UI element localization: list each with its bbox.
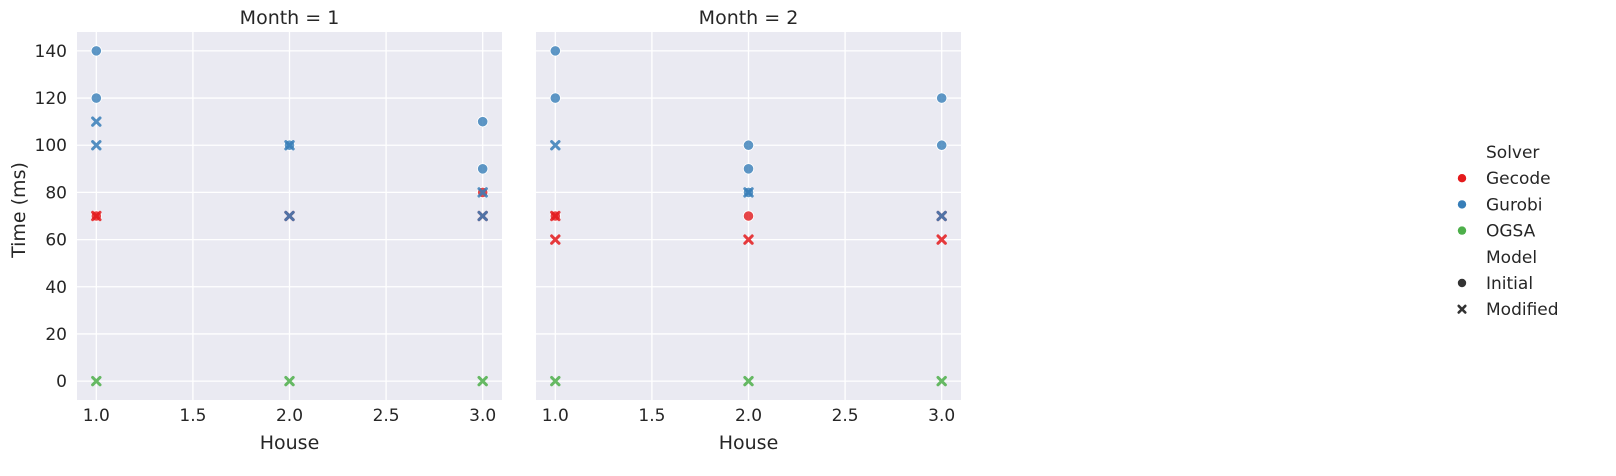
data-point [936,375,947,387]
data-point [550,234,561,245]
y-tick-label: 20 [45,325,67,345]
data-point [550,210,561,222]
data-point [477,116,489,128]
legend-title-model: Model [1486,248,1537,268]
data-point [936,234,947,245]
x-tick-label: 3.0 [469,406,496,426]
data-point [936,92,948,104]
x-tick-label: 3.0 [928,406,955,426]
y-tick-label: 100 [35,136,67,156]
legend-item-label: Gurobi [1486,195,1542,215]
legend-marker [1457,304,1467,314]
data-points [549,45,948,387]
x-tick-label: 1.5 [638,406,665,426]
data-point [477,375,488,387]
x-axis-label: House [719,432,779,454]
facet-panel-2: 1.0 1.5 2.0 2.5 3.0 Month = 2 House [536,7,961,454]
data-point [91,116,102,127]
legend-title-solver: Solver [1486,143,1539,163]
y-tick-label: 120 [35,89,67,109]
data-point [477,163,489,175]
data-point [549,45,561,57]
data-point [91,140,102,151]
data-point [743,375,754,387]
legend-item-label: Modified [1486,300,1559,320]
x-tick-label: 2.5 [373,406,400,426]
data-point [550,140,561,151]
data-point [742,139,755,151]
x-tick-label: 2.0 [276,406,303,426]
data-point [284,210,295,222]
data-point [477,187,488,198]
x-tick-label: 2.5 [832,406,859,426]
facet-panel-1: 0 20 40 60 80 100 120 140 1.0 1.5 2.0 2.5 3.0 Month =… [35,7,502,454]
data-point [91,375,102,387]
y-axis-label: Time (ms) [8,162,30,259]
x-axis-label: House [260,432,320,454]
x-tick-label: 1.5 [179,406,206,426]
y-tick-label: 0 [56,372,67,392]
legend-item-label: OGSA [1486,222,1536,242]
y-tick-label: 140 [35,42,67,62]
data-point [90,92,102,104]
data-point [284,140,295,151]
data-point [742,210,755,222]
data-points [90,45,489,387]
y-tick-label: 40 [45,278,67,298]
legend-marker [1457,174,1467,183]
data-point [90,45,102,57]
data-point [91,210,102,222]
legend-marker [1457,200,1467,209]
legend-marker [1457,278,1467,288]
y-tick-label: 80 [45,183,67,203]
data-point [936,210,947,222]
x-tick-label: 1.0 [542,406,569,426]
legend-item-label: Initial [1486,274,1533,294]
data-point [936,139,948,151]
data-point [743,187,754,198]
data-point [550,375,561,387]
panel-title: Month = 1 [240,7,340,29]
data-point [477,210,488,222]
data-point [549,92,561,104]
data-point [743,234,754,245]
data-point [284,375,295,387]
x-tick-label: 2.0 [735,406,762,426]
legend: Solver Gecode Gurobi OGSA Model Initial Modifi… [1457,143,1559,320]
y-tick-label: 60 [45,231,67,251]
data-point [742,163,755,175]
legend-marker [1457,226,1467,235]
legend-item-label: Gecode [1486,169,1551,189]
x-tick-label: 1.0 [83,406,110,426]
panel-title: Month = 2 [699,7,799,29]
